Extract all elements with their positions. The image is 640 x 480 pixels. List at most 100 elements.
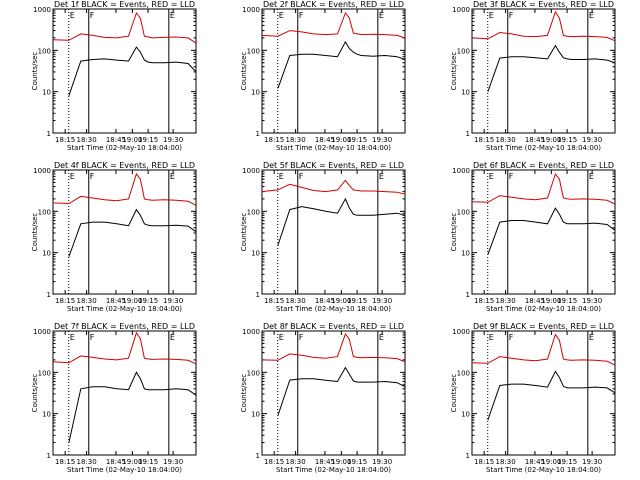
x-tick-label: 19:15 <box>138 297 158 305</box>
y-tick-label: 1000 <box>33 167 51 175</box>
y-tick-label: 1000 <box>452 167 470 175</box>
lld-series-line <box>52 172 197 206</box>
x-tick-label: 18:45 <box>106 458 126 466</box>
y-axis-label: Counts/sec <box>450 213 458 252</box>
x-tick-label: 19:00 <box>541 136 561 144</box>
plot-frame <box>471 330 616 456</box>
y-tick-label: 100 <box>38 369 51 377</box>
detector-panel: Det 6f BLACK = Events, RED = LLD 1 10 100 10… <box>450 161 616 313</box>
detector-panel: Det 7f BLACK = Events, RED = LLD 1 10 100 10… <box>31 322 197 474</box>
interval-marker-label: E <box>489 333 494 342</box>
panel-title: Det 1f BLACK = Events, RED = LLD <box>54 0 195 9</box>
detector-panel: Det 5f BLACK = Events, RED = LLD 1 10 100 10… <box>240 161 406 313</box>
x-axis-label: Start Time (02-May-10 18:04:00) <box>67 305 182 313</box>
x-tick-label: 18:45 <box>106 136 126 144</box>
panel-title: Det 7f BLACK = Events, RED = LLD <box>54 322 195 331</box>
events-series-line <box>487 207 616 255</box>
x-tick-label: 19:30 <box>163 136 183 144</box>
detector-panel: Det 3f BLACK = Events, RED = LLD 1 10 100 10… <box>450 0 616 152</box>
interval-marker-label: F <box>299 333 304 342</box>
interval-marker-label: E <box>170 333 175 342</box>
x-tick-label: 19:00 <box>122 297 142 305</box>
lld-series-line <box>471 10 616 42</box>
x-tick-label: 18:45 <box>525 297 545 305</box>
y-tick-label: 10 <box>42 250 51 258</box>
x-tick-label: 19:15 <box>557 136 577 144</box>
y-tick-label: 10 <box>461 250 470 258</box>
y-tick-label: 10 <box>251 250 260 258</box>
x-tick-label: 19:00 <box>331 136 351 144</box>
x-axis-label: Start Time (02-May-10 18:04:00) <box>276 466 391 474</box>
y-tick-label: 10 <box>461 411 470 419</box>
x-tick-label: 19:15 <box>347 136 367 144</box>
y-axis-label: Counts/sec <box>450 374 458 413</box>
y-tick-label: 100 <box>457 208 470 216</box>
x-tick-label: 19:30 <box>582 136 602 144</box>
y-axis-label: Counts/sec <box>450 52 458 91</box>
plot-frame <box>471 8 616 134</box>
x-tick-label: 18:30 <box>496 136 516 144</box>
y-tick-label: 10 <box>251 411 260 419</box>
plot-frame <box>261 330 406 456</box>
x-tick-label: 19:00 <box>122 136 142 144</box>
x-tick-label: 18:30 <box>77 136 97 144</box>
y-tick-label: 10 <box>42 89 51 97</box>
x-tick-label: 19:15 <box>138 458 158 466</box>
interval-marker-label: F <box>509 333 514 342</box>
x-tick-label: 19:30 <box>582 458 602 466</box>
y-tick-label: 1000 <box>242 6 260 14</box>
x-tick-label: 18:45 <box>315 136 335 144</box>
x-tick-label: 19:00 <box>541 458 561 466</box>
detector-panel: Det 2f BLACK = Events, RED = LLD 1 10 100 10… <box>240 0 406 152</box>
detector-panel: Det 9f BLACK = Events, RED = LLD 1 10 100 10… <box>450 322 616 474</box>
x-axis-label: Start Time (02-May-10 18:04:00) <box>67 466 182 474</box>
x-tick-label: 18:15 <box>55 136 75 144</box>
x-tick-label: 18:45 <box>525 136 545 144</box>
lld-series-line <box>52 11 197 44</box>
x-tick-label: 18:30 <box>286 458 306 466</box>
y-tick-label: 10 <box>42 411 51 419</box>
interval-marker-label: E <box>70 333 75 342</box>
y-tick-label: 100 <box>457 47 470 55</box>
interval-marker-label: F <box>90 172 95 181</box>
detector-panel: Det 8f BLACK = Events, RED = LLD 1 10 100 10… <box>240 322 406 474</box>
events-series-line <box>277 197 406 246</box>
interval-marker-label: E <box>589 172 594 181</box>
events-series-line <box>68 208 197 257</box>
x-tick-label: 19:30 <box>372 458 392 466</box>
interval-marker-label: E <box>489 11 494 20</box>
detector-panel: Det 1f BLACK = Events, RED = LLD 1 10 100 10… <box>31 0 197 152</box>
x-axis-label: Start Time (02-May-10 18:04:00) <box>486 144 601 152</box>
panel-title: Det 8f BLACK = Events, RED = LLD <box>263 322 404 331</box>
interval-marker-label: E <box>70 11 75 20</box>
y-tick-label: 1000 <box>242 167 260 175</box>
x-tick-label: 18:30 <box>77 458 97 466</box>
y-tick-label: 100 <box>247 208 260 216</box>
x-tick-label: 18:15 <box>264 458 284 466</box>
lld-series-line <box>261 332 406 363</box>
lld-series-line <box>261 11 406 39</box>
events-series-line <box>68 46 197 96</box>
y-axis-label: Counts/sec <box>240 213 248 252</box>
y-axis-label: Counts/sec <box>240 374 248 413</box>
x-tick-label: 18:15 <box>474 458 494 466</box>
y-tick-label: 1 <box>256 291 260 299</box>
interval-marker-label: E <box>70 172 75 181</box>
interval-marker-label: F <box>90 11 95 20</box>
lld-series-line <box>471 172 616 205</box>
plot-frame <box>52 330 197 456</box>
x-tick-label: 18:15 <box>474 136 494 144</box>
y-tick-label: 1 <box>47 130 51 138</box>
x-tick-label: 18:30 <box>286 136 306 144</box>
x-tick-label: 19:15 <box>557 297 577 305</box>
interval-marker-label: E <box>170 11 175 20</box>
x-tick-label: 19:00 <box>331 297 351 305</box>
x-tick-label: 19:30 <box>372 297 392 305</box>
x-tick-label: 19:30 <box>163 458 183 466</box>
x-tick-label: 18:45 <box>315 458 335 466</box>
y-axis-label: Counts/sec <box>31 374 39 413</box>
y-tick-label: 100 <box>38 47 51 55</box>
x-tick-label: 18:30 <box>496 458 516 466</box>
interval-marker-label: F <box>509 11 514 20</box>
x-tick-label: 19:00 <box>331 458 351 466</box>
